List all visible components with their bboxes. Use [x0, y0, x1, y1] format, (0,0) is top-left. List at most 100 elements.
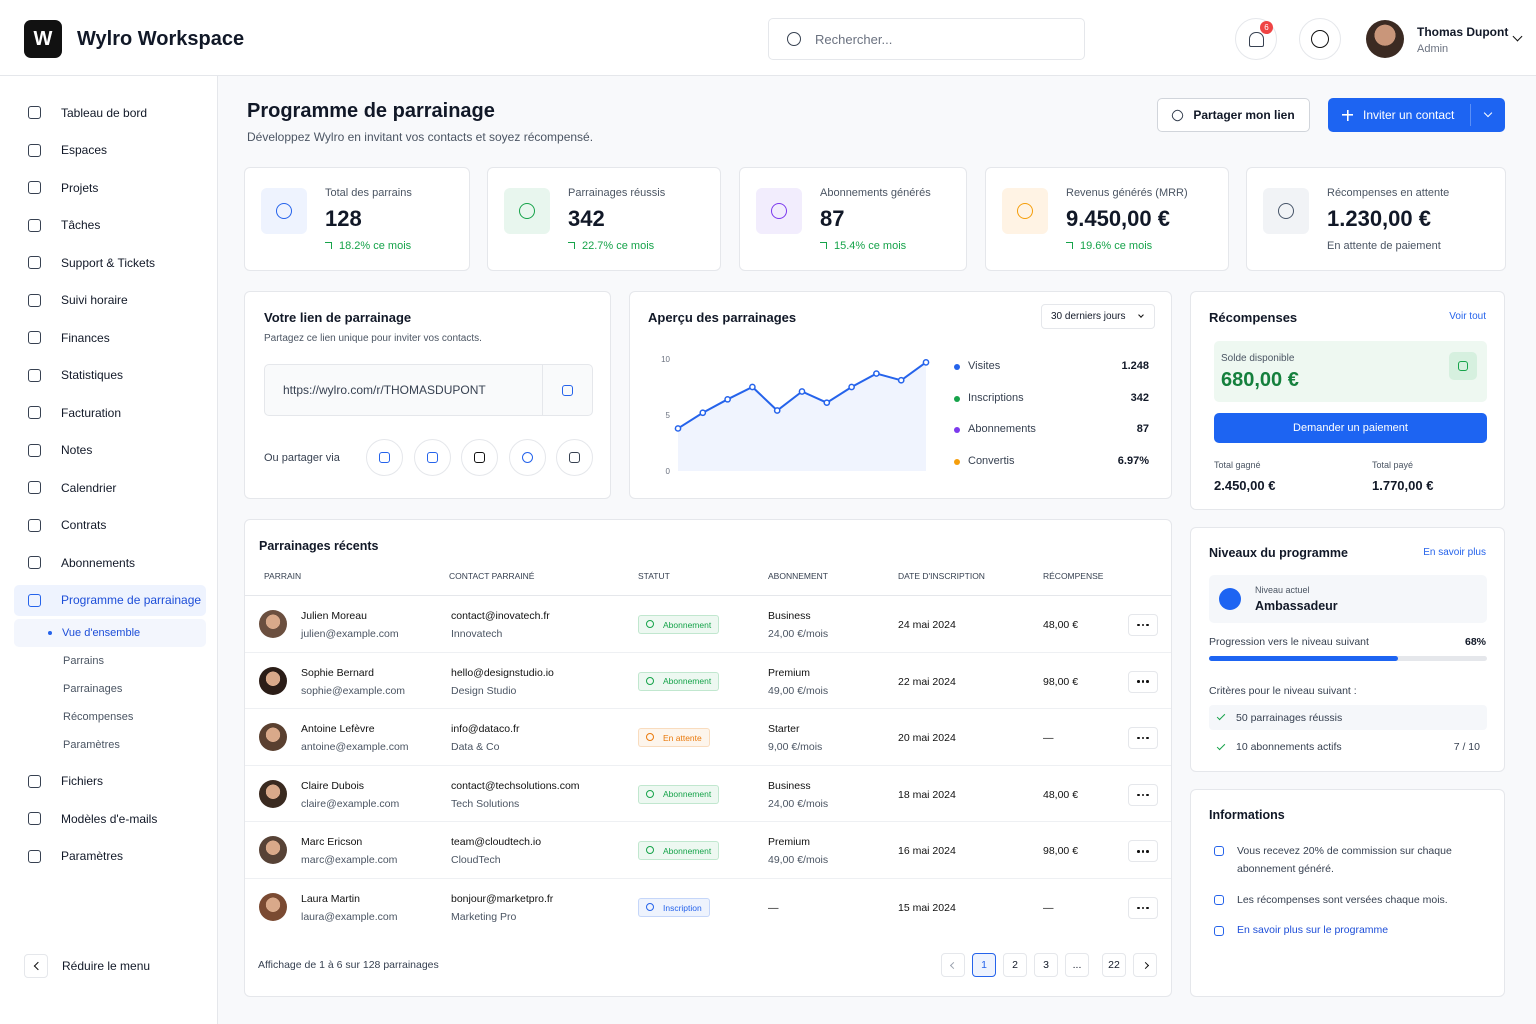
card-title: Récompenses: [1209, 310, 1298, 325]
cell-primary: Marc Ericson: [301, 836, 363, 849]
share-label: Ou partager via: [264, 452, 340, 464]
invite-button[interactable]: Inviter un contact: [1328, 98, 1505, 132]
nav-item[interactable]: Notes: [14, 432, 206, 470]
period-select[interactable]: 30 derniers jours: [1041, 304, 1155, 329]
criterion-count: 7 / 10: [1453, 741, 1480, 753]
info-link[interactable]: En savoir plus sur le programme: [1237, 924, 1389, 936]
nav-subitem[interactable]: Parrainages: [63, 675, 206, 703]
status-badge: Abonnement: [638, 671, 720, 691]
help[interactable]: [1299, 18, 1341, 60]
nav-item[interactable]: Abonnements: [14, 544, 206, 582]
page-button[interactable]: 2: [1003, 953, 1027, 977]
search-box[interactable]: Rechercher...: [768, 18, 1085, 60]
row-actions[interactable]: [1128, 614, 1158, 636]
status-label: En attente: [663, 732, 702, 743]
nav-subitem[interactable]: Paramètres: [63, 731, 206, 759]
progress-bar: [1209, 656, 1399, 661]
copy-button[interactable]: [542, 365, 592, 415]
share-option[interactable]: [366, 439, 403, 476]
notifications[interactable]: 6: [1235, 18, 1277, 60]
page-button[interactable]: [1133, 953, 1157, 977]
row-actions[interactable]: [1128, 897, 1158, 919]
nav-item[interactable]: Contrats: [14, 507, 206, 545]
share-option[interactable]: [461, 439, 498, 476]
dot: [1141, 623, 1145, 627]
share-option[interactable]: [508, 439, 546, 476]
row-actions[interactable]: [1128, 840, 1158, 863]
collapse-menu[interactable]: Réduire le menu: [24, 954, 150, 978]
nav-item[interactable]: Tableau de bord: [14, 94, 206, 132]
share-button[interactable]: Partager mon lien: [1157, 98, 1310, 132]
nav-item[interactable]: Tâches: [14, 207, 206, 245]
stat-card: Total des parrains 128 18.2% ce mois: [244, 167, 470, 271]
column-header: CONTACT PARRAINÉ: [449, 571, 535, 581]
card-link[interactable]: Voir tout: [1449, 311, 1486, 322]
icon: [28, 849, 41, 863]
caret: [1138, 312, 1144, 318]
avatar: [259, 836, 287, 865]
stat-icon: [504, 188, 550, 234]
icon: [1214, 895, 1224, 905]
balance-box: Solde disponible 680,00 €: [1214, 341, 1487, 402]
nav-subitem[interactable]: Parrains: [63, 647, 206, 675]
nav-subitem[interactable]: Vue d'ensemble: [14, 618, 206, 647]
nav-label: Paramètres: [61, 849, 124, 864]
legend-value: 87: [1136, 423, 1149, 435]
icon: [28, 368, 41, 382]
icon: [1458, 361, 1468, 371]
nav-item[interactable]: Facturation: [14, 394, 206, 432]
line-point: [873, 370, 880, 377]
nav-item[interactable]: Paramètres: [14, 838, 206, 876]
row-actions[interactable]: [1128, 670, 1158, 693]
cell-secondary: Innovatech: [451, 628, 503, 640]
stat-label: Abonnements générés: [820, 187, 931, 199]
dot: [1146, 680, 1149, 683]
row-actions[interactable]: [1128, 727, 1158, 750]
nav-item[interactable]: Fichiers: [14, 763, 206, 801]
line-point: [699, 409, 707, 417]
legend-dot: [954, 364, 960, 370]
nav-item[interactable]: Statistiques: [14, 357, 206, 395]
paid-label: Total payé: [1372, 460, 1414, 470]
criterion: 10 abonnements actifs 7 / 10: [1209, 735, 1487, 760]
column-header: DATE D'INSCRIPTION: [898, 571, 985, 581]
user-menu-caret[interactable]: [1512, 31, 1523, 42]
page-button[interactable]: [941, 953, 965, 977]
payout-button[interactable]: Demander un paiement: [1214, 413, 1487, 443]
page-button[interactable]: 3: [1034, 953, 1058, 977]
icon: [28, 406, 41, 420]
cell-secondary: Tech Solutions: [451, 797, 520, 810]
table-row: Sophie Bernard sophie@example.com hello@de…: [245, 653, 1171, 710]
dot: [1146, 850, 1149, 853]
stat-change: 19.6% ce mois: [1080, 240, 1153, 252]
nav-item[interactable]: Suivi horaire: [14, 282, 206, 320]
share-option[interactable]: [556, 439, 593, 476]
spacer: [14, 759, 206, 763]
nav-item[interactable]: Calendrier: [14, 469, 206, 507]
nav-sublabel: Vue d'ensemble: [62, 626, 141, 639]
page-button[interactable]: ...: [1065, 953, 1089, 977]
status-icon: [646, 846, 654, 855]
nav-subitem[interactable]: Récompenses: [63, 703, 206, 731]
nav-item[interactable]: Projets: [14, 169, 206, 207]
cell-secondary: 49,00 €/mois: [768, 854, 829, 867]
page-button[interactable]: 1: [972, 953, 996, 977]
status-label: Abonnement: [663, 789, 712, 800]
page-button[interactable]: 22: [1102, 953, 1126, 977]
nav-item[interactable]: Modèles d'e-mails: [14, 800, 206, 838]
nav-item[interactable]: Finances: [14, 319, 206, 357]
nav-item[interactable]: Support & Tickets: [14, 244, 206, 282]
line-point: [922, 359, 930, 366]
card-link[interactable]: En savoir plus: [1423, 547, 1486, 558]
share-option[interactable]: [413, 439, 451, 476]
stat-icon: [1263, 188, 1309, 234]
page-number: 22: [1108, 959, 1120, 971]
table-row: Julien Moreau julien@example.com contact@i…: [245, 596, 1171, 653]
nav-item[interactable]: Espaces: [14, 132, 206, 170]
cell-primary: —: [1043, 732, 1054, 745]
dot: [1137, 623, 1140, 627]
nav-item[interactable]: Programme de parrainage: [14, 584, 206, 616]
row-actions[interactable]: [1128, 783, 1158, 806]
table-row: Antoine Lefèvre antoine@example.com info@d…: [245, 709, 1171, 766]
avatar: [259, 666, 287, 695]
